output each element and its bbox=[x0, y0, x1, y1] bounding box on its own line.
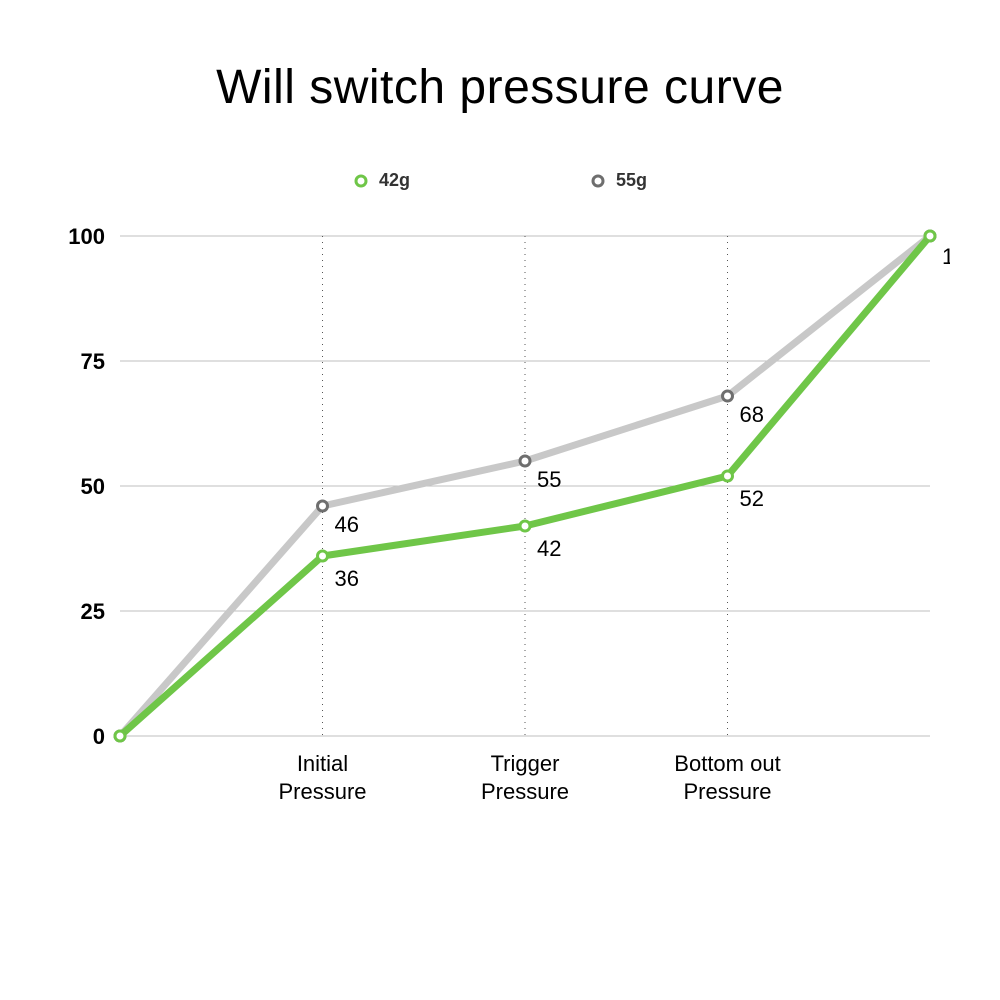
chart-title: Will switch pressure curve bbox=[0, 60, 1000, 115]
svg-text:75: 75 bbox=[81, 349, 105, 374]
legend-label-42g: 42g bbox=[379, 170, 410, 191]
svg-text:Bottom out: Bottom out bbox=[674, 751, 780, 776]
svg-text:36: 36 bbox=[335, 566, 359, 591]
svg-text:46: 46 bbox=[335, 512, 359, 537]
chart-plot-area: 0 25 50 75 100 46 55 68 36 42 52 100 Initial Pressure… bbox=[50, 216, 950, 846]
legend-item-42g: 42g bbox=[353, 170, 410, 191]
svg-text:Initial: Initial bbox=[297, 751, 348, 776]
chart-legend: 42g 55g bbox=[0, 170, 1000, 191]
svg-text:68: 68 bbox=[740, 402, 764, 427]
legend-marker-55g bbox=[590, 173, 606, 189]
legend-label-55g: 55g bbox=[616, 170, 647, 191]
svg-text:25: 25 bbox=[81, 599, 105, 624]
svg-text:42: 42 bbox=[537, 536, 561, 561]
legend-item-55g: 55g bbox=[590, 170, 647, 191]
svg-text:Pressure: Pressure bbox=[683, 779, 771, 804]
svg-text:50: 50 bbox=[81, 474, 105, 499]
svg-text:0: 0 bbox=[93, 724, 105, 749]
svg-text:52: 52 bbox=[740, 486, 764, 511]
svg-text:100: 100 bbox=[942, 244, 950, 269]
svg-text:Pressure: Pressure bbox=[278, 779, 366, 804]
svg-text:100: 100 bbox=[68, 224, 105, 249]
chart-svg: 0 25 50 75 100 46 55 68 36 42 52 100 Initial Pressure… bbox=[50, 216, 950, 846]
svg-text:Pressure: Pressure bbox=[481, 779, 569, 804]
legend-marker-42g bbox=[353, 173, 369, 189]
svg-text:55: 55 bbox=[537, 467, 561, 492]
svg-text:Trigger: Trigger bbox=[491, 751, 560, 776]
